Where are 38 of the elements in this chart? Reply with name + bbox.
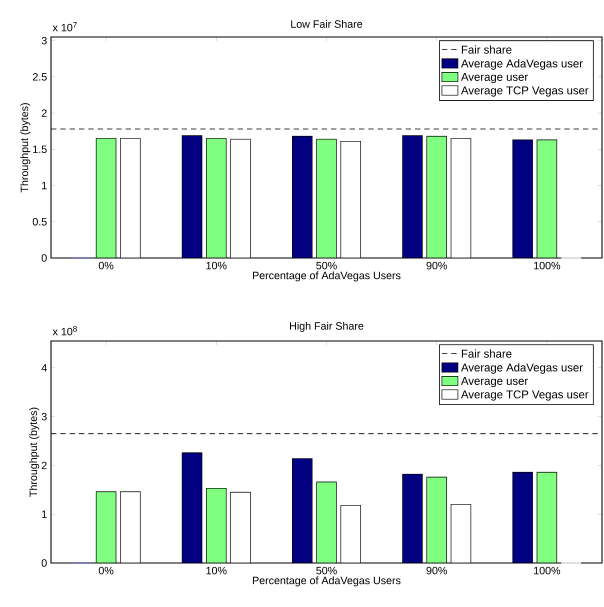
y-tick-label: 1 (42, 182, 47, 190)
legend-label: Fair share (462, 349, 512, 358)
y-axis-title: Throughput (bytes) (29, 408, 40, 497)
y-tick-label: 0.5 (32, 218, 47, 226)
y-tick-label: 2 (42, 109, 47, 117)
y-tick-label: 2 (42, 462, 47, 470)
y-tick-label: 3 (42, 412, 47, 420)
chart-title: High Fair Share (290, 322, 364, 332)
legend-label: Average TCP Vegas user (461, 86, 588, 97)
y-tick-label: 3 (42, 36, 47, 44)
x-tick-label: 0% (98, 262, 114, 270)
text: x 10$^{8}$ (52, 326, 77, 336)
x-tick-label: 90% (426, 566, 447, 574)
text: x 10$^{7}$ (52, 22, 77, 32)
x-tick-label: 0% (98, 566, 114, 574)
legend-label: Average AdaVegas user (461, 59, 583, 70)
legend-label: Average AdaVegas user (461, 363, 583, 374)
legend-label: Average user (461, 73, 528, 84)
y-tick-label: 0 (42, 254, 47, 262)
x-tick-label: 100% (534, 262, 560, 270)
y-tick-label: 1 (42, 510, 47, 518)
y-tick-label: 4 (41, 364, 47, 372)
legend-label: Fair share (462, 45, 512, 54)
legend-label: Average TCP Vegas user (461, 390, 588, 401)
x-tick-label: 50% (316, 566, 337, 574)
y-axis-title: Throughput (bytes) (20, 103, 30, 192)
y-tick-label: 2.5 (32, 73, 47, 81)
chart-title: Low Fair Share (291, 20, 362, 28)
x-tick-label: 10% (206, 566, 227, 574)
x-axis-title: Percentage of AdaVegas Users (252, 271, 401, 282)
x-axis-title: Percentage of AdaVegas Users (252, 576, 401, 586)
x-tick-label: 90% (426, 262, 447, 270)
x-tick-label: 50% (316, 262, 337, 270)
legend-label: Average user (461, 377, 528, 388)
x-tick-label: 100% (534, 566, 560, 574)
y-tick-label: 1.5 (33, 146, 47, 154)
x-tick-label: 10% (206, 262, 227, 270)
y-tick-label: 0 (42, 559, 47, 567)
